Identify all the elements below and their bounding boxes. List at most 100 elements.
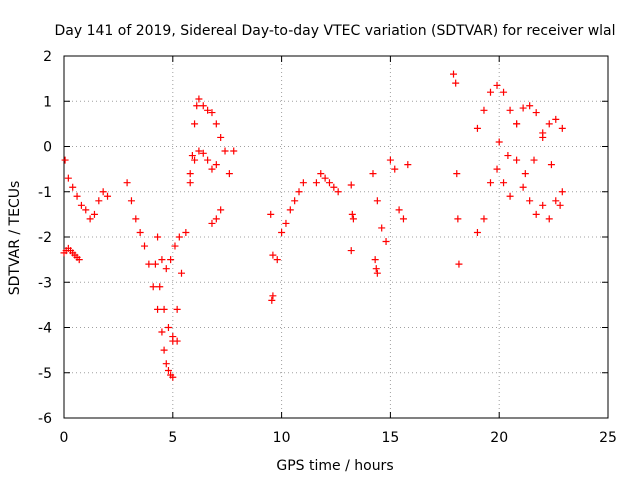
data-point xyxy=(399,215,407,223)
data-point xyxy=(169,373,177,381)
data-point xyxy=(486,179,494,187)
data-point xyxy=(486,88,494,96)
data-point xyxy=(162,360,170,368)
data-point xyxy=(82,206,90,214)
data-point xyxy=(519,183,527,191)
y-axis-label: SDTVAR / TECUs xyxy=(7,181,23,296)
data-point xyxy=(182,228,190,236)
data-point xyxy=(552,115,560,123)
y-tick-label: -2 xyxy=(38,230,52,246)
data-point xyxy=(526,197,534,205)
data-point xyxy=(141,242,149,250)
data-point xyxy=(199,102,207,110)
data-point xyxy=(299,179,307,187)
data-point xyxy=(291,197,299,205)
data-point xyxy=(193,102,201,110)
data-point xyxy=(282,219,290,227)
data-point xyxy=(64,174,72,182)
data-point xyxy=(373,197,381,205)
data-point xyxy=(208,165,216,173)
series-dip-inner xyxy=(151,260,181,345)
data-point xyxy=(90,210,98,218)
data-point xyxy=(156,283,164,291)
y-tick-label: -1 xyxy=(38,185,52,201)
data-point xyxy=(191,120,199,128)
data-point xyxy=(480,215,488,223)
x-tick-label: 25 xyxy=(599,430,617,446)
data-point xyxy=(104,192,112,200)
x-tick-label: 5 xyxy=(168,430,177,446)
x-tick-label: 0 xyxy=(60,430,69,446)
y-tick-label: -3 xyxy=(38,275,52,291)
data-point xyxy=(454,215,462,223)
series-hours-9-11 xyxy=(267,179,307,264)
data-point xyxy=(267,210,275,218)
data-point xyxy=(154,233,162,241)
data-point xyxy=(334,188,342,196)
data-point xyxy=(480,106,488,114)
data-point xyxy=(154,305,162,313)
data-point xyxy=(500,88,508,96)
series-dip-upper xyxy=(154,233,183,273)
series-post-rise xyxy=(208,147,238,227)
data-point xyxy=(212,161,220,169)
data-point xyxy=(473,124,481,132)
data-point xyxy=(450,70,458,78)
data-point xyxy=(330,183,338,191)
series-hours-19-23-upper xyxy=(473,81,566,137)
data-point xyxy=(127,197,135,205)
data-point xyxy=(164,366,172,374)
data-point xyxy=(526,102,534,110)
data-point xyxy=(558,188,566,196)
data-point xyxy=(382,238,390,246)
data-point xyxy=(269,251,277,259)
data-point xyxy=(123,179,131,187)
data-point xyxy=(160,305,168,313)
series-main-descent xyxy=(61,156,112,223)
data-point xyxy=(519,104,527,112)
data-point xyxy=(208,219,216,227)
data-point xyxy=(321,174,329,182)
data-point xyxy=(495,138,503,146)
data-point xyxy=(273,256,281,264)
data-point xyxy=(132,215,140,223)
series-low-start xyxy=(60,244,83,264)
data-point xyxy=(348,210,356,218)
data-point xyxy=(493,165,501,173)
data-point xyxy=(347,247,355,255)
data-point xyxy=(371,256,379,264)
data-point xyxy=(204,156,212,164)
y-tick-label: 0 xyxy=(43,140,52,156)
data-point xyxy=(369,170,377,178)
chart-title: Day 141 of 2019, Sidereal Day-to-day VTE… xyxy=(54,23,615,39)
data-point xyxy=(372,265,380,273)
data-point xyxy=(95,197,103,205)
y-tick-label: -6 xyxy=(38,411,52,427)
series-hours-14-16 xyxy=(369,156,412,246)
data-point xyxy=(295,188,303,196)
x-axis-label: GPS time / hours xyxy=(276,458,393,474)
data-point xyxy=(225,170,233,178)
data-point xyxy=(532,109,540,117)
data-point xyxy=(169,337,177,345)
grid-lines xyxy=(64,56,608,418)
data-point xyxy=(171,242,179,250)
data-point xyxy=(317,170,325,178)
series-isolated-low xyxy=(268,292,277,304)
data-point xyxy=(217,133,225,141)
series-hours-21-23-mid xyxy=(495,120,564,209)
data-point xyxy=(191,156,199,164)
data-point xyxy=(493,81,501,89)
data-point xyxy=(162,265,170,273)
data-point xyxy=(547,161,555,169)
data-point xyxy=(552,197,560,205)
data-point xyxy=(404,161,412,169)
data-point xyxy=(61,156,69,164)
x-tick-label: 15 xyxy=(381,430,399,446)
data-point xyxy=(539,133,547,141)
data-point xyxy=(199,149,207,157)
data-point xyxy=(186,170,194,178)
data-point xyxy=(160,346,168,354)
data-point xyxy=(158,256,166,264)
